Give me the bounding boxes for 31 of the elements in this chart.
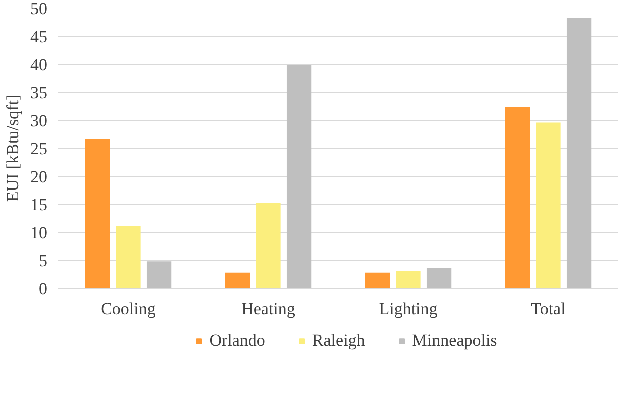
y-tick-label: 5: [39, 252, 48, 270]
y-tick-label: 15: [30, 196, 48, 214]
bar: [365, 272, 390, 288]
bar: [286, 65, 312, 288]
bar: [116, 226, 141, 288]
y-tick-label: 50: [30, 0, 48, 18]
x-tick-label: Cooling: [101, 300, 156, 318]
y-tick-label: 20: [30, 168, 48, 186]
bar: [396, 271, 421, 288]
bar: [225, 272, 250, 288]
legend-label: Raleigh: [312, 331, 366, 351]
bar: [146, 262, 172, 288]
bar: [566, 18, 592, 288]
y-tick-label: 30: [30, 112, 48, 130]
x-tick-label: Total: [531, 300, 566, 318]
legend-label: Minneapolis: [412, 331, 498, 351]
bar: [426, 268, 452, 288]
y-tick-label: 10: [30, 224, 48, 242]
bar: [505, 107, 530, 288]
bar: [85, 138, 110, 288]
y-tick-label: 25: [30, 140, 48, 158]
y-tick-label: 0: [39, 280, 48, 298]
legend-label: Orlando: [210, 331, 266, 351]
bar: [536, 122, 561, 288]
y-axis-title: EUI [kBtu/sqft]: [4, 94, 22, 202]
y-tick-label: 35: [30, 84, 48, 102]
x-tick-label: Heating: [242, 300, 296, 318]
x-tick-label: Lighting: [379, 300, 438, 318]
y-tick-label: 40: [30, 56, 48, 74]
y-tick-label: 45: [30, 28, 48, 46]
bar: [256, 203, 281, 288]
